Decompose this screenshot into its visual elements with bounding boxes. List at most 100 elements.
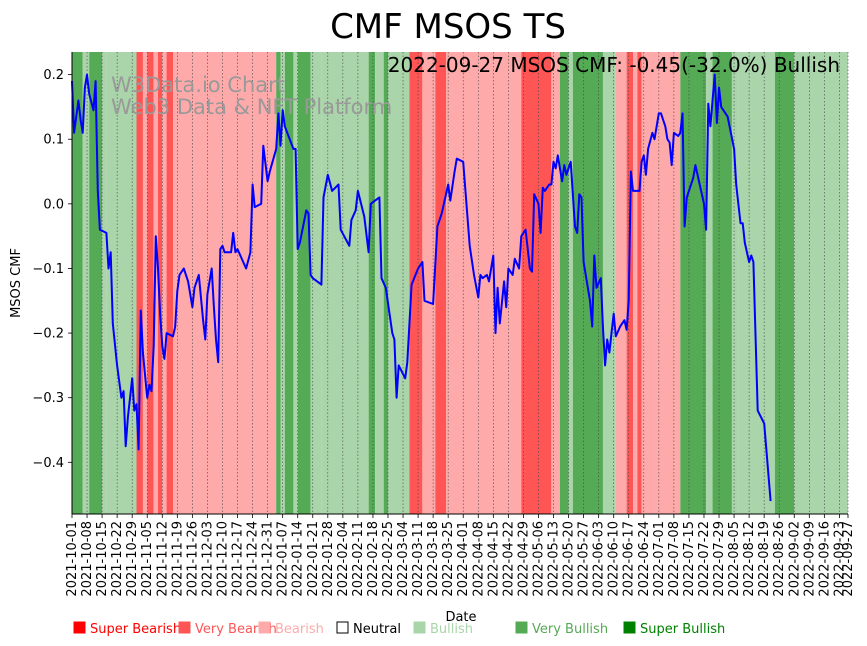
region-very-bearish <box>409 52 423 514</box>
x-tick-label: 2022-04-22 <box>501 521 516 597</box>
x-tick-label: 2022-08-26 <box>772 521 787 597</box>
x-tick-label: 2021-10-08 <box>80 521 95 597</box>
legend-swatch <box>336 621 349 634</box>
x-tick-label: 2022-06-10 <box>607 521 622 597</box>
status-overlay: 2022-09-27 MSOS CMF: -0.45(-32.0%) Bulli… <box>388 53 840 77</box>
legend-label: Bearish <box>275 622 324 637</box>
legend-item: Very Bearish <box>178 621 277 637</box>
x-tick-label: 2021-12-31 <box>261 521 276 597</box>
x-tick-label: 2022-04-15 <box>486 521 501 597</box>
x-tick-label: 2022-09-16 <box>817 521 832 597</box>
legend-swatch <box>623 621 636 634</box>
x-tick-label: 2022-08-12 <box>742 521 757 597</box>
x-tick-label: 2022-05-27 <box>577 521 592 597</box>
region-bullish <box>102 52 107 514</box>
legend-swatch <box>73 621 86 634</box>
x-tick-label: 2022-09-09 <box>802 521 817 597</box>
region-very-bearish <box>166 52 174 514</box>
region-very-bearish <box>157 52 163 514</box>
x-tick-label: 2021-12-17 <box>231 521 246 597</box>
region-very-bullish <box>559 52 569 514</box>
region-bullish <box>794 52 848 514</box>
cmf-series-line <box>71 73 772 502</box>
x-tick-label: 2022-05-13 <box>547 521 562 597</box>
region-very-bullish <box>276 52 281 514</box>
x-tick-label: 2021-10-15 <box>95 521 110 597</box>
x-tick-label: 2022-04-29 <box>516 521 531 597</box>
x-tick-label: 2022-05-20 <box>562 521 577 597</box>
region-very-bullish <box>774 52 795 514</box>
legend-item: Super Bearish <box>73 621 181 637</box>
x-tick-label: 2021-11-26 <box>185 521 200 597</box>
y-tick-label: 0.0 <box>43 197 64 212</box>
region-very-bullish <box>680 52 707 514</box>
region-bullish <box>706 52 713 514</box>
region-bullish <box>310 52 322 514</box>
region-very-bullish <box>383 52 388 514</box>
x-tick-label: 2022-03-25 <box>441 521 456 597</box>
region-bullish <box>602 52 616 514</box>
region-very-bullish <box>368 52 376 514</box>
region-bullish <box>321 52 369 514</box>
legend-item: Bullish <box>413 621 473 637</box>
x-tick-label: 2022-07-08 <box>667 521 682 597</box>
region-bearish <box>615 52 627 514</box>
x-tick-label: 2022-09-27 <box>841 521 856 597</box>
legend-label: Super Bearish <box>90 622 181 637</box>
region-bearish <box>551 52 560 514</box>
x-tick-label: 2022-07-29 <box>712 521 727 597</box>
region-very-bearish <box>521 52 552 514</box>
region-very-bullish <box>712 52 732 514</box>
x-tick-label: 2021-11-19 <box>170 521 185 597</box>
x-tick-label: 2022-02-04 <box>336 521 351 597</box>
region-very-bearish <box>637 52 642 514</box>
x-tick-label: 2021-10-29 <box>125 521 140 597</box>
vertical-gridlines <box>71 52 849 514</box>
y-tick-label: 0.2 <box>43 68 64 83</box>
x-tick-label: 2022-07-15 <box>682 521 697 597</box>
x-tick-label: 2022-01-07 <box>276 521 291 597</box>
x-tick-label: 2021-10-01 <box>65 521 80 597</box>
region-very-bullish <box>284 52 294 514</box>
y-tick-label: −0.1 <box>32 262 64 277</box>
region-very-bullish <box>89 52 103 514</box>
x-tick-label: 2022-04-01 <box>456 521 471 597</box>
y-tick-label: 0.1 <box>43 133 64 148</box>
legend-swatch <box>178 621 191 634</box>
x-tick-label: 2022-01-28 <box>321 521 336 597</box>
region-very-bearish <box>136 52 143 514</box>
legend-item: Very Bullish <box>515 621 608 637</box>
watermark-line-2: Web3 Data & NFT Platform <box>111 95 392 119</box>
region-very-bullish <box>72 52 83 514</box>
x-axis-label: Date <box>445 610 476 625</box>
region-bearish <box>422 52 436 514</box>
region-bullish <box>568 52 573 514</box>
y-tick-label: −0.3 <box>32 391 64 406</box>
legend-item: Super Bullish <box>623 621 725 637</box>
region-bearish <box>633 52 638 514</box>
region-bullish <box>82 52 90 514</box>
x-tick-label: 2022-05-06 <box>531 521 546 597</box>
region-very-bullish <box>297 52 311 514</box>
y-tick-label: −0.4 <box>32 456 64 471</box>
legend-label: Bullish <box>430 622 473 637</box>
x-tick-label: 2021-11-12 <box>155 521 170 597</box>
region-bullish <box>731 52 739 514</box>
region-bullish <box>738 52 775 514</box>
x-tick-label: 2022-04-08 <box>471 521 486 597</box>
x-tick-label: 2021-12-24 <box>246 521 261 597</box>
x-tick-label: 2022-03-18 <box>426 521 441 597</box>
legend-label: Very Bearish <box>195 622 277 637</box>
x-tick-label: 2022-06-03 <box>592 521 607 597</box>
x-tick-label: 2022-02-18 <box>366 521 381 597</box>
x-tick-label: 2022-06-24 <box>637 521 652 597</box>
x-tick-label: 2022-01-21 <box>306 521 321 597</box>
region-bearish <box>446 52 522 514</box>
legend-swatch <box>413 621 426 634</box>
x-tick-label: 2021-12-10 <box>215 521 230 597</box>
x-tick-label: 2022-07-01 <box>652 521 667 597</box>
x-tick-label: 2022-09-23 <box>832 521 847 597</box>
x-tick-label: 2022-03-04 <box>396 521 411 597</box>
